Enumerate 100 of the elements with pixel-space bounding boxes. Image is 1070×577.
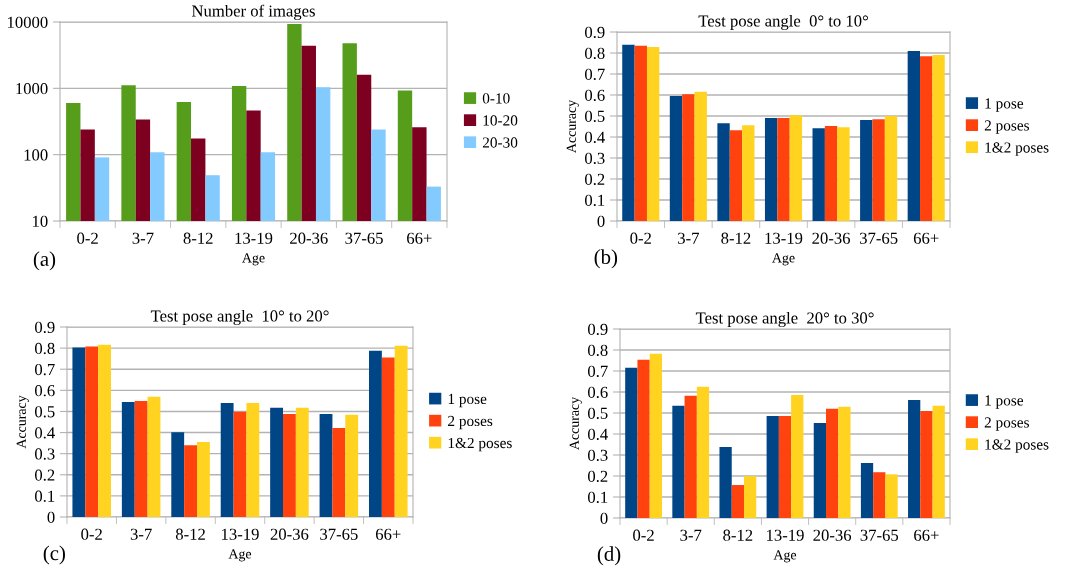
- bar: [98, 344, 111, 517]
- chart-title: Number of images: [191, 4, 315, 21]
- y-axis-title: Accuracy: [566, 99, 579, 153]
- y-tick-label: 0.9: [35, 321, 55, 334]
- bar: [907, 50, 921, 221]
- bar: [246, 403, 260, 517]
- bar: [696, 386, 710, 518]
- chart-title: Test pose angle 0° to 10°: [698, 14, 868, 31]
- bar: [920, 411, 933, 518]
- y-tick-label: 0.6: [35, 385, 55, 397]
- bar: [381, 357, 395, 517]
- bar: [147, 396, 161, 517]
- legend-label: 20-30: [482, 137, 518, 148]
- x-tick-label: 13-19: [222, 528, 259, 540]
- bar: [85, 346, 99, 517]
- bar: [270, 407, 283, 517]
- x-axis-title: Age: [773, 550, 797, 563]
- y-tick-label: 0.3: [35, 448, 55, 460]
- bar: [649, 353, 662, 518]
- bar: [778, 415, 792, 518]
- bar: [637, 359, 650, 518]
- x-tick-label: 3-7: [678, 232, 699, 244]
- x-tick-label: 66+: [375, 528, 401, 540]
- y-tick-label: 0.9: [588, 323, 608, 336]
- bar: [669, 96, 683, 221]
- x-tick-label: 37-65: [860, 232, 898, 244]
- bar: [860, 119, 873, 221]
- bar: [682, 94, 695, 221]
- legend-label: 1 pose: [448, 393, 487, 408]
- chart-title: Test pose angle 10° to 20°: [150, 309, 329, 326]
- y-tick-label: 0.7: [35, 363, 55, 376]
- y-tick-label: 0.3: [585, 152, 605, 165]
- x-tick-label: 3-7: [130, 528, 152, 540]
- bar: [220, 403, 234, 517]
- y-tick-label: 0.2: [588, 470, 608, 483]
- bar: [171, 432, 185, 517]
- bar: [646, 46, 660, 221]
- bar: [908, 399, 921, 518]
- bar: [766, 415, 779, 518]
- y-tick-label: 0.8: [35, 342, 55, 355]
- y-tick-label: 0.1: [585, 194, 605, 207]
- bar: [838, 406, 851, 518]
- bar: [719, 447, 732, 518]
- bar: [812, 128, 825, 221]
- bar: [743, 476, 757, 518]
- bar: [233, 411, 247, 517]
- x-tick-label: 20-36: [812, 232, 851, 244]
- bar: [860, 462, 874, 518]
- bar: [729, 130, 743, 221]
- y-tick-label: 0: [597, 215, 605, 227]
- bar: [72, 347, 86, 517]
- x-tick-label: 37-65: [320, 528, 358, 540]
- bar: [932, 55, 945, 221]
- bar: [634, 45, 647, 221]
- legend-label: 2 poses: [984, 120, 1030, 134]
- x-tick-label: 20-36: [813, 529, 852, 541]
- y-tick-label: 0.1: [588, 491, 608, 504]
- y-tick-label: 0.6: [585, 89, 605, 102]
- y-tick-label: 0.8: [585, 47, 605, 60]
- x-tick-label: 8-12: [721, 232, 751, 244]
- y-tick-label: 0.7: [585, 68, 605, 81]
- bar: [813, 423, 827, 518]
- legend-label: 10-20: [483, 115, 518, 126]
- legend-label: 1 pose: [985, 98, 1024, 112]
- x-tick-label: 3-7: [132, 232, 154, 244]
- text: (a): [33, 251, 56, 271]
- bar: [684, 395, 697, 518]
- x-axis-title: Age: [228, 549, 252, 562]
- bar: [837, 127, 850, 221]
- y-tick-label: 0.5: [585, 110, 605, 123]
- x-tick-label: 0-2: [77, 232, 98, 244]
- x-axis-title: Age: [772, 253, 795, 266]
- bar: [134, 400, 148, 517]
- x-tick-label: 8-12: [175, 528, 205, 540]
- x-tick-label: 0-2: [630, 232, 651, 244]
- bar: [345, 414, 359, 517]
- bar: [394, 345, 408, 517]
- bar: [295, 407, 309, 517]
- bar: [742, 125, 755, 221]
- y-tick-label: 0: [600, 512, 608, 524]
- x-tick-label: 66+: [914, 529, 939, 541]
- y-tick-label: 0.9: [585, 26, 605, 39]
- legend-label: 0-10: [482, 93, 510, 104]
- text: (b): [594, 249, 618, 269]
- y-tick-label: 0.1: [35, 490, 55, 502]
- y-tick-label: 0.2: [35, 469, 55, 481]
- x-tick-label: 13-19: [765, 232, 803, 244]
- y-tick-label: 0: [47, 511, 55, 523]
- bar: [197, 442, 210, 517]
- bar: [694, 91, 707, 221]
- y-tick-label: 0.3: [588, 449, 608, 462]
- y-tick-label: 100: [24, 149, 48, 161]
- x-tick-label: 20-36: [290, 232, 328, 244]
- bar: [872, 119, 885, 221]
- legend-label: 2 poses: [448, 415, 493, 430]
- y-tick-label: 0.7: [588, 365, 608, 378]
- y-tick-label: 0.4: [585, 131, 605, 144]
- bar: [717, 123, 730, 221]
- y-tick-label: 10: [32, 215, 48, 227]
- text: (d): [597, 546, 621, 566]
